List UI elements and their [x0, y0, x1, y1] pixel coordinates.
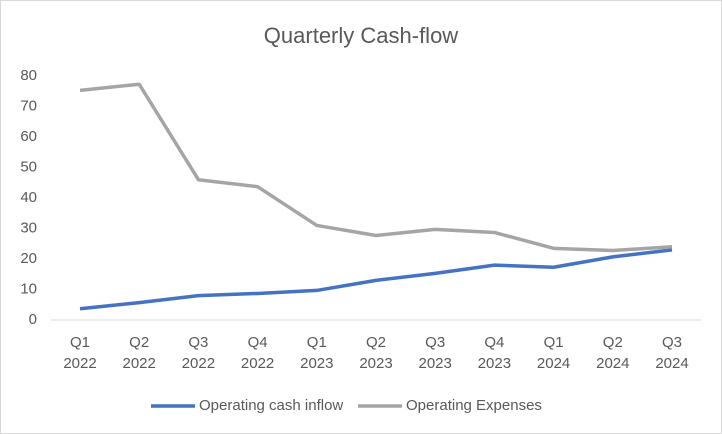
series-line: [79, 248, 673, 311]
x-tick-label: Q4 2022: [240, 334, 275, 372]
y-tick-label: 10: [20, 280, 37, 297]
y-tick-label: 50: [20, 158, 37, 175]
legend-label: Operating Expenses: [406, 397, 542, 414]
y-tick-label: 40: [20, 189, 37, 206]
y-tick-label: 20: [20, 250, 37, 267]
x-tick-label: Q3 2022: [181, 334, 216, 372]
series-line: [79, 82, 673, 253]
y-tick-label: 70: [20, 97, 37, 114]
x-tick-label: Q3 2023: [418, 334, 452, 372]
x-tick-label: Q4 2023: [477, 334, 512, 372]
x-tick-label: Q2 2022: [122, 334, 156, 372]
x-tick-label: Q1 2022: [63, 334, 97, 372]
x-tick-label: Q3 2024: [655, 334, 689, 372]
x-tick-label: Q2 2024: [596, 334, 630, 372]
legend-label: Operating cash inflow: [199, 397, 343, 414]
x-tick-label: Q1 2023: [300, 334, 334, 372]
x-tick-label: Q1 2024: [536, 334, 571, 372]
y-tick-label: 80: [20, 67, 37, 84]
chart-title: Quarterly Cash-flow: [264, 23, 459, 48]
x-tick-label: Q2 2023: [359, 334, 393, 372]
y-tick-label: 60: [20, 128, 37, 145]
y-tick-label: 30: [20, 219, 37, 236]
y-tick-label: 0: [29, 311, 37, 328]
